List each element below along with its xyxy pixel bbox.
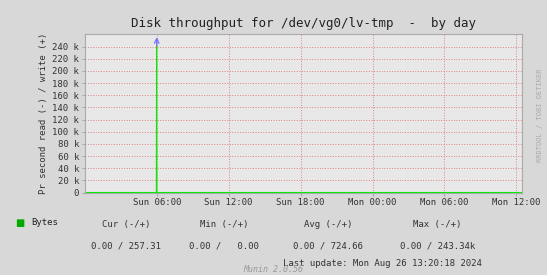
Text: Avg (-/+): Avg (-/+) — [304, 220, 352, 229]
Text: 0.00 / 724.66: 0.00 / 724.66 — [293, 242, 363, 251]
Text: 0.00 / 257.31: 0.00 / 257.31 — [91, 242, 161, 251]
Y-axis label: Pr second read (-) / write (+): Pr second read (-) / write (+) — [39, 33, 48, 194]
Text: 0.00 / 243.34k: 0.00 / 243.34k — [400, 242, 475, 251]
Text: Last update: Mon Aug 26 13:20:18 2024: Last update: Mon Aug 26 13:20:18 2024 — [283, 260, 482, 268]
Text: Munin 2.0.56: Munin 2.0.56 — [243, 265, 304, 274]
Text: ■: ■ — [15, 218, 25, 228]
Text: 0.00 /   0.00: 0.00 / 0.00 — [189, 242, 259, 251]
Text: Cur (-/+): Cur (-/+) — [102, 220, 150, 229]
Text: Min (-/+): Min (-/+) — [200, 220, 248, 229]
Text: Max (-/+): Max (-/+) — [414, 220, 462, 229]
Text: RRDTOOL / TOBI OETIKER: RRDTOOL / TOBI OETIKER — [538, 69, 543, 162]
Text: Bytes: Bytes — [32, 218, 59, 227]
Title: Disk throughput for /dev/vg0/lv-tmp  -  by day: Disk throughput for /dev/vg0/lv-tmp - by… — [131, 17, 476, 31]
